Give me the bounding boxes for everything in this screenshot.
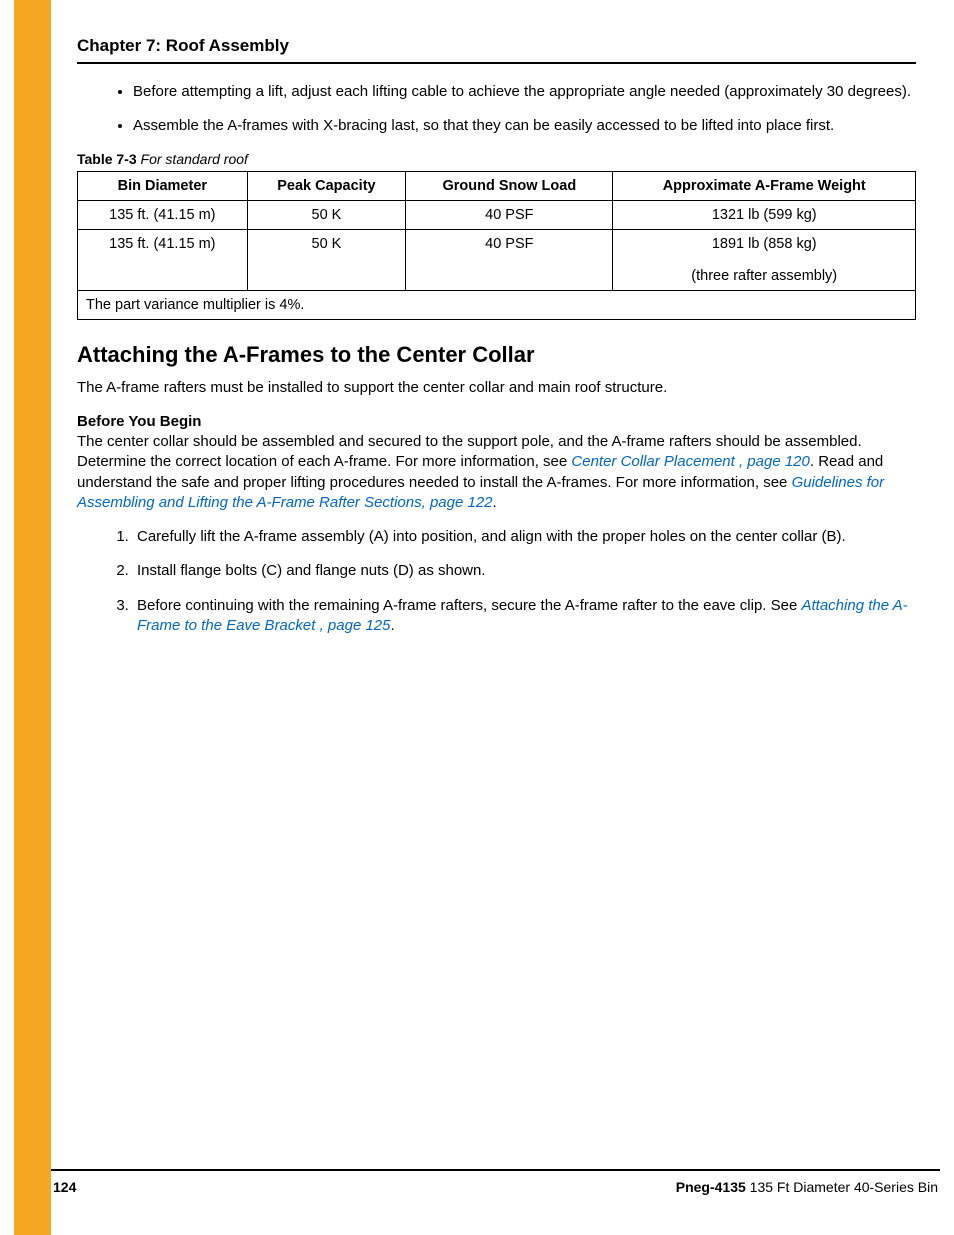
before-you-begin-text: The center collar should be assembled an… [77, 433, 884, 511]
cell-line: (three rafter assembly) [621, 268, 907, 284]
cell-line: 1891 lb (858 kg) [621, 236, 907, 252]
section-heading: Attaching the A-Frames to the Center Col… [77, 342, 916, 368]
cell: 50 K [247, 200, 406, 229]
steps-list: Carefully lift the A-frame assembly (A) … [77, 527, 916, 636]
chapter-title: Chapter 7: Roof Assembly [77, 36, 916, 56]
table-footnote-row: The part variance multiplier is 4%. [78, 290, 916, 319]
header-rule [77, 62, 916, 64]
footer-rule [51, 1169, 940, 1171]
table-caption: Table 7-3 For standard roof [77, 151, 916, 167]
step-item: Install flange bolts (C) and flange nuts… [133, 561, 916, 581]
table-caption-text-val: For standard roof [141, 151, 248, 167]
cell: 40 PSF [406, 200, 613, 229]
doc-id: Pneg-4135 [676, 1179, 746, 1195]
standard-roof-table: Bin Diameter Peak Capacity Ground Snow L… [77, 171, 916, 320]
col-aframe-weight: Approximate A-Frame Weight [613, 171, 916, 200]
col-bin-diameter: Bin Diameter [78, 171, 248, 200]
table-row: 135 ft. (41.15 m) 50 K 40 PSF 1321 lb (5… [78, 200, 916, 229]
list-item: Before attempting a lift, adjust each li… [133, 82, 916, 102]
intro-bullet-list: Before attempting a lift, adjust each li… [77, 82, 916, 137]
step-item: Carefully lift the A-frame assembly (A) … [133, 527, 916, 547]
cell: 50 K [247, 229, 406, 290]
cell: 135 ft. (41.15 m) [78, 229, 248, 290]
cell: 40 PSF [406, 229, 613, 290]
table-row: 135 ft. (41.15 m) 50 K 40 PSF 1891 lb (8… [78, 229, 916, 290]
page-footer: 124 Pneg-4135 135 Ft Diameter 40-Series … [51, 1169, 940, 1195]
page-content: Chapter 7: Roof Assembly Before attempti… [51, 0, 940, 1235]
table-header-row: Bin Diameter Peak Capacity Ground Snow L… [78, 171, 916, 200]
page-number: 124 [53, 1179, 76, 1195]
step-item: Before continuing with the remaining A-f… [133, 596, 916, 637]
col-peak-capacity: Peak Capacity [247, 171, 406, 200]
before-you-begin-label: Before You Begin [77, 413, 201, 430]
cross-reference-link[interactable]: Guidelines for Assembling and Lifting th… [77, 474, 884, 511]
doc-title: 135 Ft Diameter 40-Series Bin [746, 1179, 938, 1195]
side-accent-bar [14, 0, 51, 1235]
table-footnote: The part variance multiplier is 4%. [78, 290, 916, 319]
cross-reference-link[interactable]: Center Collar Placement , page 120 [571, 453, 809, 470]
col-ground-snow-load: Ground Snow Load [406, 171, 613, 200]
doc-reference: Pneg-4135 135 Ft Diameter 40-Series Bin [676, 1179, 938, 1195]
before-you-begin-block: Before You Begin The center collar shoul… [77, 412, 916, 513]
cross-reference-link[interactable]: Attaching the A-Frame to the Eave Bracke… [137, 597, 908, 634]
section-intro: The A-frame rafters must be installed to… [77, 378, 916, 398]
cell: 135 ft. (41.15 m) [78, 200, 248, 229]
cell: 1321 lb (599 kg) [613, 200, 916, 229]
list-item: Assemble the A-frames with X-bracing las… [133, 116, 916, 136]
cell: 1891 lb (858 kg) (three rafter assembly) [613, 229, 916, 290]
table-label: Table 7-3 [77, 151, 137, 167]
